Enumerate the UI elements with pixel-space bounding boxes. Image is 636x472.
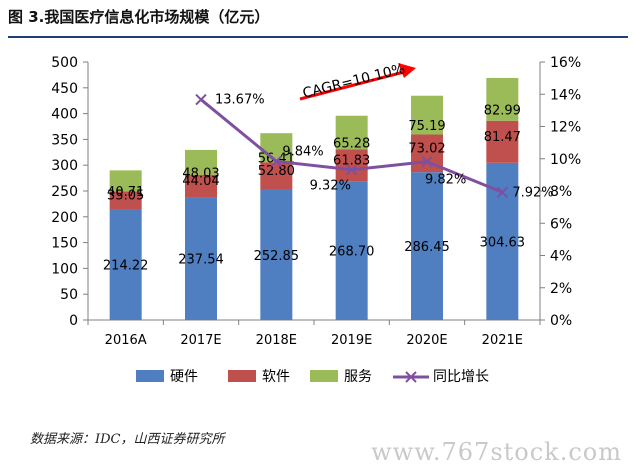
right-axis-tick-label: 14% bbox=[550, 87, 581, 103]
left-axis-tick-label: 0 bbox=[69, 313, 78, 329]
left-axis-tick-label: 200 bbox=[51, 210, 78, 226]
growth-data-label: 7.92% bbox=[512, 185, 553, 200]
data-label-software: 52.80 bbox=[258, 164, 295, 179]
left-axis-tick-label: 450 bbox=[51, 81, 78, 97]
x-axis-tick-label: 2017E bbox=[180, 333, 221, 348]
bar-segment-service bbox=[185, 149, 217, 175]
growth-data-label: 9.32% bbox=[310, 179, 351, 194]
data-label-service: 82.99 bbox=[484, 103, 521, 118]
growth-data-label: 13.67% bbox=[215, 93, 265, 108]
data-label-hardware: 286.45 bbox=[404, 240, 450, 255]
growth-data-label: 9.82% bbox=[425, 173, 466, 188]
cagr-arrow-head bbox=[398, 63, 416, 78]
growth-point-marker bbox=[496, 186, 509, 198]
right-axis-tick-label: 12% bbox=[550, 120, 581, 136]
left-axis-tick-label: 400 bbox=[51, 107, 78, 123]
growth-point-marker bbox=[270, 155, 283, 168]
cagr-arrow-shaft bbox=[299, 70, 405, 101]
data-label-hardware: 252.85 bbox=[254, 249, 300, 264]
bar-segment-software bbox=[486, 120, 519, 163]
bar-segment-hardware bbox=[335, 181, 368, 320]
bar-segment-hardware bbox=[109, 209, 142, 320]
bar-segment-software bbox=[260, 162, 293, 190]
bar-segment-service bbox=[335, 115, 368, 150]
title-underline bbox=[8, 36, 628, 38]
x-axis-tick-label: 2018E bbox=[256, 333, 297, 348]
right-axis-tick-label: 10% bbox=[550, 152, 581, 168]
data-label-hardware: 268.70 bbox=[329, 245, 375, 260]
data-label-software: 73.02 bbox=[408, 141, 445, 156]
data-label-software: 61.83 bbox=[333, 153, 370, 168]
bar-segment-service bbox=[260, 133, 293, 163]
right-axis-tick-label: 8% bbox=[550, 184, 572, 200]
bar-segment-service bbox=[486, 77, 519, 121]
right-axis-tick-label: 4% bbox=[550, 249, 572, 265]
data-label-hardware: 214.22 bbox=[103, 259, 149, 274]
data-label-hardware: 237.54 bbox=[178, 253, 224, 268]
right-axis-tick-label: 0% bbox=[550, 313, 572, 329]
legend-item-growth-marker bbox=[405, 371, 417, 383]
left-axis-tick-label: 100 bbox=[51, 261, 78, 277]
legend-item-software-label: 软件 bbox=[262, 369, 290, 385]
data-label-hardware: 304.63 bbox=[480, 235, 526, 250]
left-axis-tick-label: 50 bbox=[60, 287, 78, 303]
data-label-service: 40.71 bbox=[107, 185, 144, 200]
chart-title: 图 3.我国医疗信息化市场规模（亿元） bbox=[8, 8, 270, 26]
legend-item-hardware-label: 硬件 bbox=[170, 369, 198, 385]
growth-data-label: 9.84% bbox=[282, 144, 323, 159]
bar-segment-software bbox=[109, 191, 142, 210]
source-note: 数据来源：IDC，山西证券研究所 bbox=[30, 432, 225, 447]
legend-item-software-swatch bbox=[228, 370, 256, 382]
left-axis-tick-label: 500 bbox=[51, 55, 78, 71]
x-axis-tick-label: 2021E bbox=[482, 333, 523, 348]
growth-point-marker bbox=[345, 164, 358, 176]
bar-segment-service bbox=[109, 170, 142, 192]
data-label-software: 81.47 bbox=[484, 130, 521, 145]
data-label-service: 48.03 bbox=[182, 166, 219, 181]
data-label-software: 44.04 bbox=[182, 174, 219, 189]
growth-point-marker bbox=[421, 155, 433, 168]
x-axis-tick-label: 2020E bbox=[406, 333, 447, 348]
bar-segment-hardware bbox=[411, 172, 443, 320]
legend-item-service-label: 服务 bbox=[344, 369, 372, 385]
right-axis-tick-label: 16% bbox=[550, 55, 581, 71]
left-axis-tick-label: 300 bbox=[51, 158, 78, 174]
x-axis-tick-label: 2016A bbox=[105, 333, 147, 348]
right-axis-tick-label: 2% bbox=[550, 281, 572, 297]
right-axis-tick-label: 6% bbox=[550, 216, 572, 232]
left-axis-tick-label: 350 bbox=[51, 132, 78, 148]
bar-segment-software bbox=[335, 149, 368, 182]
legend-item-growth-label: 同比增长 bbox=[433, 369, 489, 385]
data-label-service: 65.28 bbox=[333, 137, 370, 152]
legend-item-hardware-swatch bbox=[136, 370, 164, 382]
bar-segment-hardware bbox=[185, 197, 217, 320]
bar-segment-hardware bbox=[260, 189, 293, 320]
cagr-annotation: CAGR=10.10% bbox=[301, 61, 407, 102]
watermark: www.767stock.com bbox=[371, 438, 622, 466]
legend-item-service-swatch bbox=[310, 370, 338, 382]
x-axis-tick-label: 2019E bbox=[331, 333, 372, 348]
data-label-software: 35.05 bbox=[107, 188, 144, 203]
left-axis-tick-label: 150 bbox=[51, 236, 78, 252]
bar-segment-service bbox=[411, 95, 443, 135]
left-axis-tick-label: 250 bbox=[51, 184, 78, 200]
growth-point-marker bbox=[195, 93, 207, 106]
data-label-service: 75.19 bbox=[408, 119, 445, 134]
bar-segment-software bbox=[185, 174, 217, 198]
